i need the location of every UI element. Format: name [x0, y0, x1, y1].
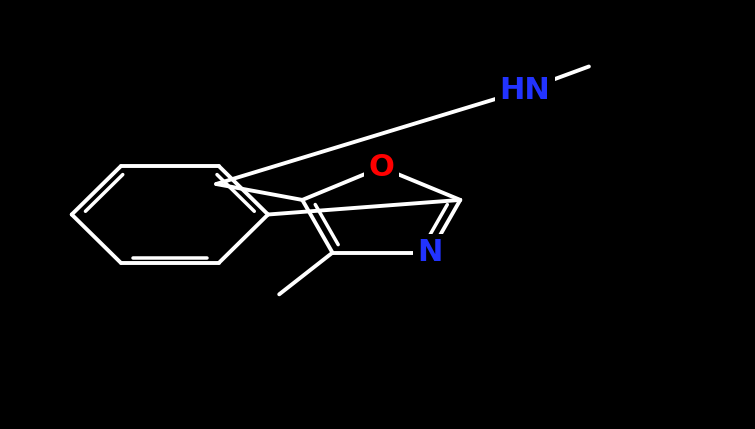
Text: N: N: [418, 238, 442, 267]
Text: O: O: [368, 153, 394, 182]
Text: HN: HN: [499, 76, 550, 105]
